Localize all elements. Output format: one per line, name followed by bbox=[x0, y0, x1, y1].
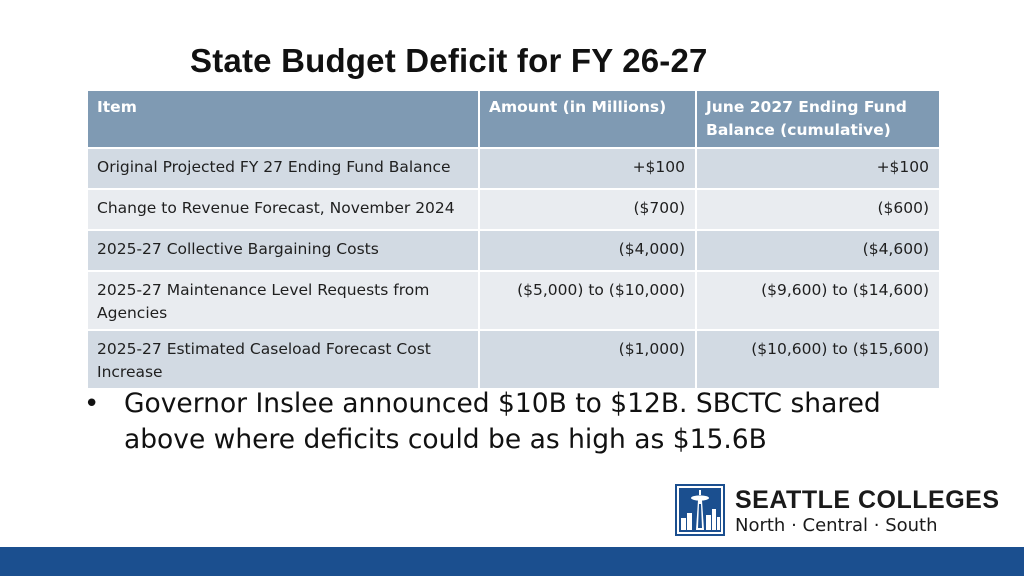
balance-cell: +$100 bbox=[695, 147, 941, 190]
balance-cell: ($9,600) to ($14,600) bbox=[695, 270, 941, 331]
balance-cell: ($10,600) to ($15,600) bbox=[695, 329, 941, 390]
seattle-colleges-logo: SEATTLE COLLEGES North · Central · South bbox=[675, 484, 999, 542]
column-header-amount: Amount (in Millions) bbox=[478, 89, 697, 149]
column-header-balance: June 2027 Ending Fund Balance (cumulativ… bbox=[695, 89, 941, 149]
table-row: Change to Revenue Forecast, November 202… bbox=[86, 188, 941, 231]
table-header-row: Item Amount (in Millions) June 2027 Endi… bbox=[86, 89, 941, 149]
item-cell: Change to Revenue Forecast, November 202… bbox=[86, 188, 480, 231]
logo-name: SEATTLE COLLEGES bbox=[735, 486, 1000, 514]
amount-cell: ($5,000) to ($10,000) bbox=[478, 270, 697, 331]
balance-cell: ($600) bbox=[695, 188, 941, 231]
amount-cell: ($4,000) bbox=[478, 229, 697, 272]
table-row: Original Projected FY 27 Ending Fund Bal… bbox=[86, 147, 941, 190]
column-header-item: Item bbox=[86, 89, 480, 149]
amount-cell: ($700) bbox=[478, 188, 697, 231]
bullet-marker: • bbox=[84, 389, 100, 419]
table-row: 2025-27 Maintenance Level Requests from … bbox=[86, 270, 941, 331]
bullet-text: Governor Inslee announced $10B to $12B. … bbox=[124, 388, 881, 455]
budget-table: Item Amount (in Millions) June 2027 Endi… bbox=[86, 89, 941, 390]
item-cell: 2025-27 Collective Bargaining Costs bbox=[86, 229, 480, 272]
item-cell: Original Projected FY 27 Ending Fund Bal… bbox=[86, 147, 480, 190]
space-needle-icon bbox=[675, 484, 725, 536]
logo-subtitle: North · Central · South bbox=[735, 515, 938, 536]
balance-cell: ($4,600) bbox=[695, 229, 941, 272]
item-cell: 2025-27 Estimated Caseload Forecast Cost… bbox=[86, 329, 480, 390]
amount-cell: ($1,000) bbox=[478, 329, 697, 390]
table-row: 2025-27 Estimated Caseload Forecast Cost… bbox=[86, 329, 941, 390]
item-cell: 2025-27 Maintenance Level Requests from … bbox=[86, 270, 480, 331]
slide-title: State Budget Deficit for FY 26-27 bbox=[190, 42, 708, 79]
table-row: 2025-27 Collective Bargaining Costs ($4,… bbox=[86, 229, 941, 272]
amount-cell: +$100 bbox=[478, 147, 697, 190]
footer-bar bbox=[0, 547, 1024, 576]
bullet-point: • Governor Inslee announced $10B to $12B… bbox=[84, 386, 884, 458]
